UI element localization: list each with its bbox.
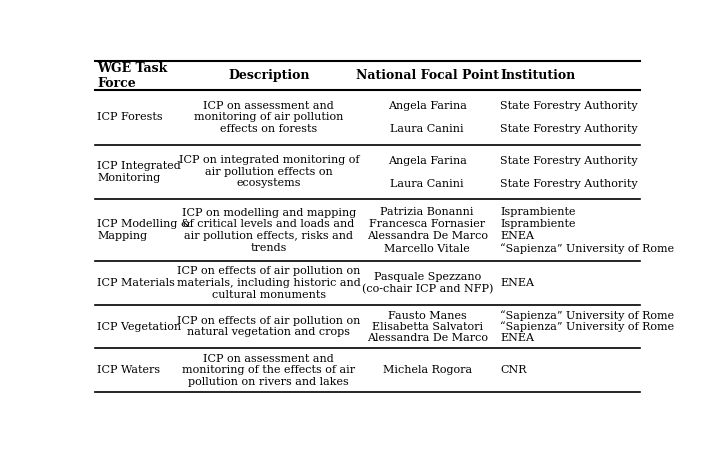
Text: National Focal Point: National Focal Point [356, 69, 499, 82]
Text: ICP on effects of air pollution on
natural vegetation and crops: ICP on effects of air pollution on natur… [177, 316, 361, 337]
Text: ICP Modelling &
Mapping: ICP Modelling & Mapping [98, 220, 191, 241]
Text: ICP on assessment and
monitoring of the effects of air
pollution on rivers and l: ICP on assessment and monitoring of the … [182, 354, 356, 387]
Text: ICP Materials: ICP Materials [98, 278, 175, 288]
Text: ICP Integrated
Monitoring: ICP Integrated Monitoring [98, 161, 181, 183]
Text: Alessandra De Marco: Alessandra De Marco [366, 231, 488, 242]
Text: WGE Task
Force: WGE Task Force [98, 62, 168, 90]
Text: ICP on effects of air pollution on
materials, including historic and
cultural mo: ICP on effects of air pollution on mater… [177, 266, 361, 299]
Text: ENEA: ENEA [500, 333, 534, 343]
Text: Elisabetta Salvatori: Elisabetta Salvatori [371, 321, 483, 332]
Text: ENEA: ENEA [500, 278, 534, 288]
Text: Angela Farina: Angela Farina [388, 101, 467, 111]
Text: Angela Farina: Angela Farina [388, 156, 467, 166]
Text: Alessandra De Marco: Alessandra De Marco [366, 333, 488, 343]
Text: Institution: Institution [500, 69, 576, 82]
Text: ICP Vegetation: ICP Vegetation [98, 321, 181, 332]
Text: State Forestry Authority: State Forestry Authority [500, 156, 638, 166]
Text: Isprambiente: Isprambiente [500, 207, 576, 216]
Text: Michela Rogora: Michela Rogora [383, 365, 472, 375]
Text: Patrizia Bonanni: Patrizia Bonanni [381, 207, 474, 216]
Text: ICP Waters: ICP Waters [98, 365, 161, 375]
Text: ICP Forests: ICP Forests [98, 112, 163, 122]
Text: State Forestry Authority: State Forestry Authority [500, 101, 638, 111]
Text: ICP on integrated monitoring of
air pollution effects on
ecosystems: ICP on integrated monitoring of air poll… [179, 155, 359, 189]
Text: “Sapienza” University of Rome: “Sapienza” University of Rome [500, 321, 675, 332]
Text: Fausto Manes: Fausto Manes [388, 311, 467, 321]
Text: Laura Canini: Laura Canini [390, 124, 464, 134]
Text: Laura Canini: Laura Canini [390, 179, 464, 189]
Text: Pasquale Spezzano
(co-chair ICP and NFP): Pasquale Spezzano (co-chair ICP and NFP) [361, 272, 493, 294]
Text: Francesca Fornasier: Francesca Fornasier [369, 219, 485, 229]
Text: ENEA: ENEA [500, 231, 534, 242]
Text: “Sapienza” University of Rome: “Sapienza” University of Rome [500, 243, 675, 254]
Text: State Forestry Authority: State Forestry Authority [500, 179, 638, 189]
Text: ICP on modelling and mapping
of critical levels and loads and
air pollution effe: ICP on modelling and mapping of critical… [181, 208, 356, 253]
Text: Description: Description [228, 69, 310, 82]
Text: CNR: CNR [500, 365, 527, 375]
Text: “Sapienza” University of Rome: “Sapienza” University of Rome [500, 310, 675, 321]
Text: ICP on assessment and
monitoring of air pollution
effects on forests: ICP on assessment and monitoring of air … [194, 101, 343, 134]
Text: Isprambiente: Isprambiente [500, 219, 576, 229]
Text: State Forestry Authority: State Forestry Authority [500, 124, 638, 134]
Text: Marcello Vitale: Marcello Vitale [384, 244, 470, 254]
